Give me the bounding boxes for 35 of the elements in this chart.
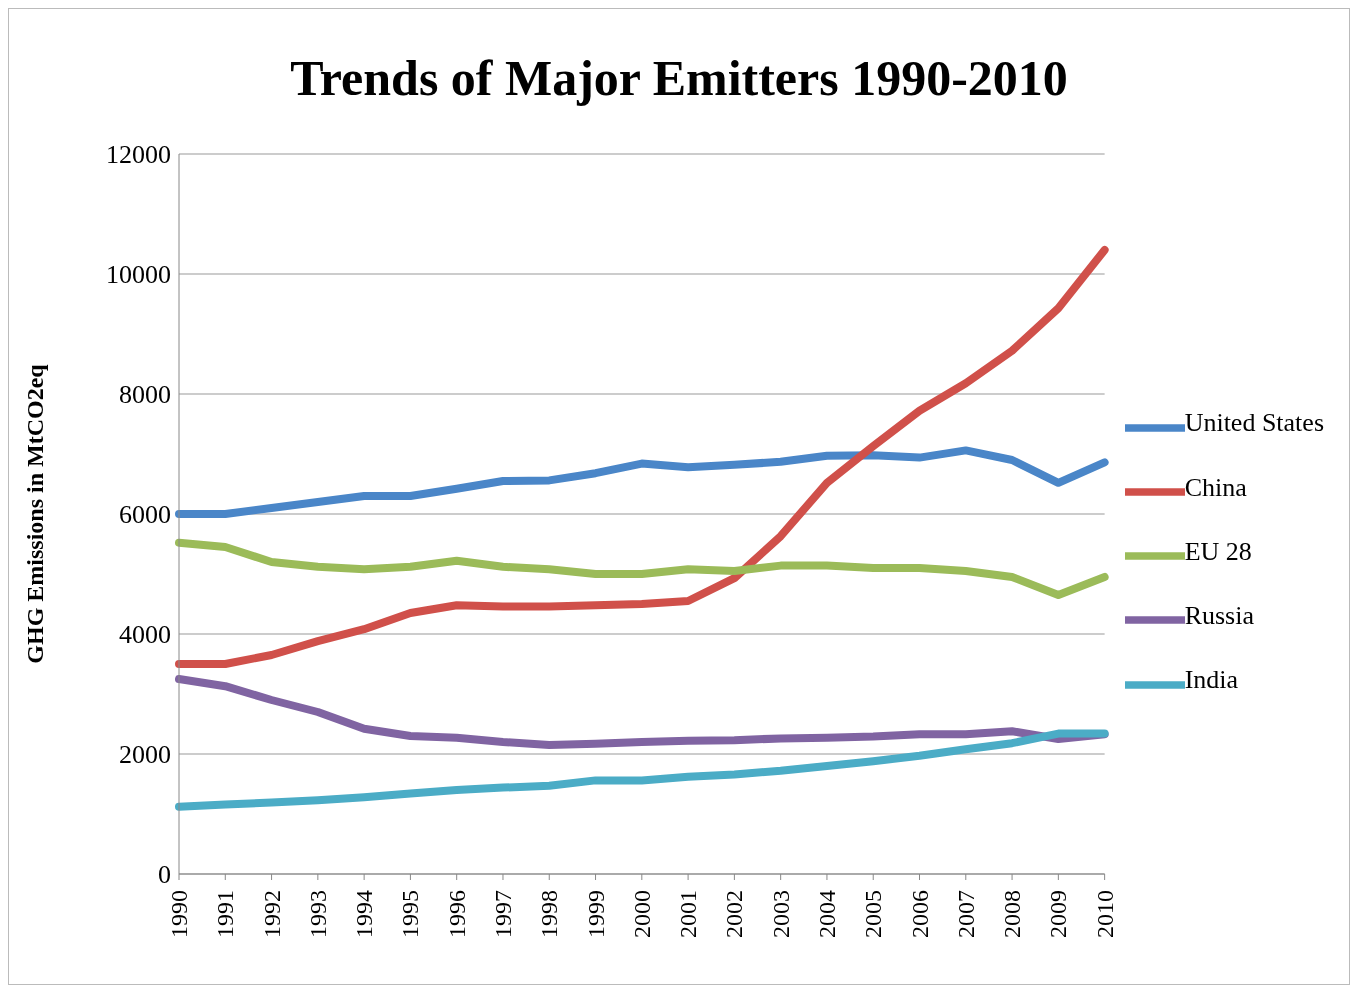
y-tick-label: 0 xyxy=(158,860,171,890)
y-tick-label: 4000 xyxy=(119,620,171,650)
y-tick-label: 6000 xyxy=(119,500,171,530)
x-tick-label: 1991 xyxy=(212,890,239,938)
x-tick-label: 2003 xyxy=(767,890,794,938)
x-tick-label: 1990 xyxy=(166,890,192,938)
y-tick-label: 12000 xyxy=(106,140,171,170)
x-tick-label: 1996 xyxy=(443,890,470,938)
x-tick-label: 2005 xyxy=(860,890,887,938)
y-tick-label: 10000 xyxy=(106,260,171,290)
x-tick-label: 1994 xyxy=(351,890,378,938)
x-tick-label: 2007 xyxy=(952,890,979,938)
x-tick-label: 1992 xyxy=(258,890,285,938)
x-tick-label: 2002 xyxy=(721,890,748,938)
x-tick-label: 1995 xyxy=(397,890,424,938)
x-tick-label: 2001 xyxy=(675,890,702,938)
x-tick-label: 1997 xyxy=(489,890,516,938)
x-tick-label: 1993 xyxy=(304,890,331,938)
x-tick-label: 2006 xyxy=(906,890,933,938)
x-tick-label: 1999 xyxy=(582,890,609,938)
y-axis-title: GHG Emissions in MtCO2eq xyxy=(21,363,48,664)
legend-label: India xyxy=(1184,665,1239,695)
x-tick-label: 2009 xyxy=(1045,890,1072,938)
y-tick-label: 2000 xyxy=(119,740,171,770)
x-tick-label: 1998 xyxy=(536,890,563,938)
legend-label: EU 28 xyxy=(1184,536,1252,566)
x-tick-label: 2004 xyxy=(813,890,840,938)
chart-title: Trends of Major Emitters 1990-2010 xyxy=(289,49,1069,108)
legend-label: United States xyxy=(1184,408,1324,438)
x-tick-label: 2008 xyxy=(999,890,1026,938)
x-tick-label: 2000 xyxy=(628,890,655,938)
legend-label: China xyxy=(1184,472,1247,502)
x-tick-label: 2010 xyxy=(1091,890,1118,938)
y-tick-label: 8000 xyxy=(119,380,171,410)
legend-label: Russia xyxy=(1184,601,1254,631)
